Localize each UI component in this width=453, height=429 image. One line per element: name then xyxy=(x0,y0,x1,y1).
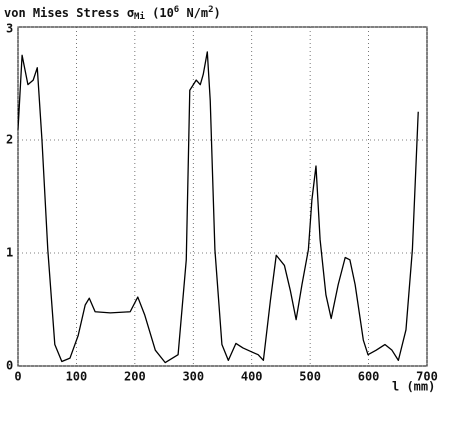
title-part: 6 xyxy=(174,5,179,15)
y-tick-label: 3 xyxy=(6,22,13,36)
title-part: 2 xyxy=(208,5,213,15)
x-tick-label: 600 xyxy=(358,370,380,384)
title-part: (10 xyxy=(145,6,174,20)
stress-line xyxy=(17,51,419,364)
x-tick-label: 700 xyxy=(416,370,438,384)
title-part: von Mises Stress σ xyxy=(4,6,134,20)
title-part: N/m xyxy=(179,6,208,20)
x-tick-label: 200 xyxy=(124,370,146,384)
x-tick-label: 500 xyxy=(299,370,321,384)
y-tick-label: 2 xyxy=(6,133,13,147)
y-tick-label: 1 xyxy=(6,246,13,260)
x-tick-label: 300 xyxy=(182,370,204,384)
title-part: Mi xyxy=(134,11,145,22)
plot-frame xyxy=(17,26,428,367)
x-tick-label: 0 xyxy=(14,370,21,384)
y-tick-label: 0 xyxy=(6,359,13,373)
x-tick-label: 400 xyxy=(241,370,263,384)
x-tick-label: 100 xyxy=(66,370,88,384)
title-part: ) xyxy=(214,6,221,20)
chart-title: von Mises Stress σMi (106 N/m2) xyxy=(4,5,221,22)
x-axis-label: l (mm) xyxy=(392,380,435,394)
